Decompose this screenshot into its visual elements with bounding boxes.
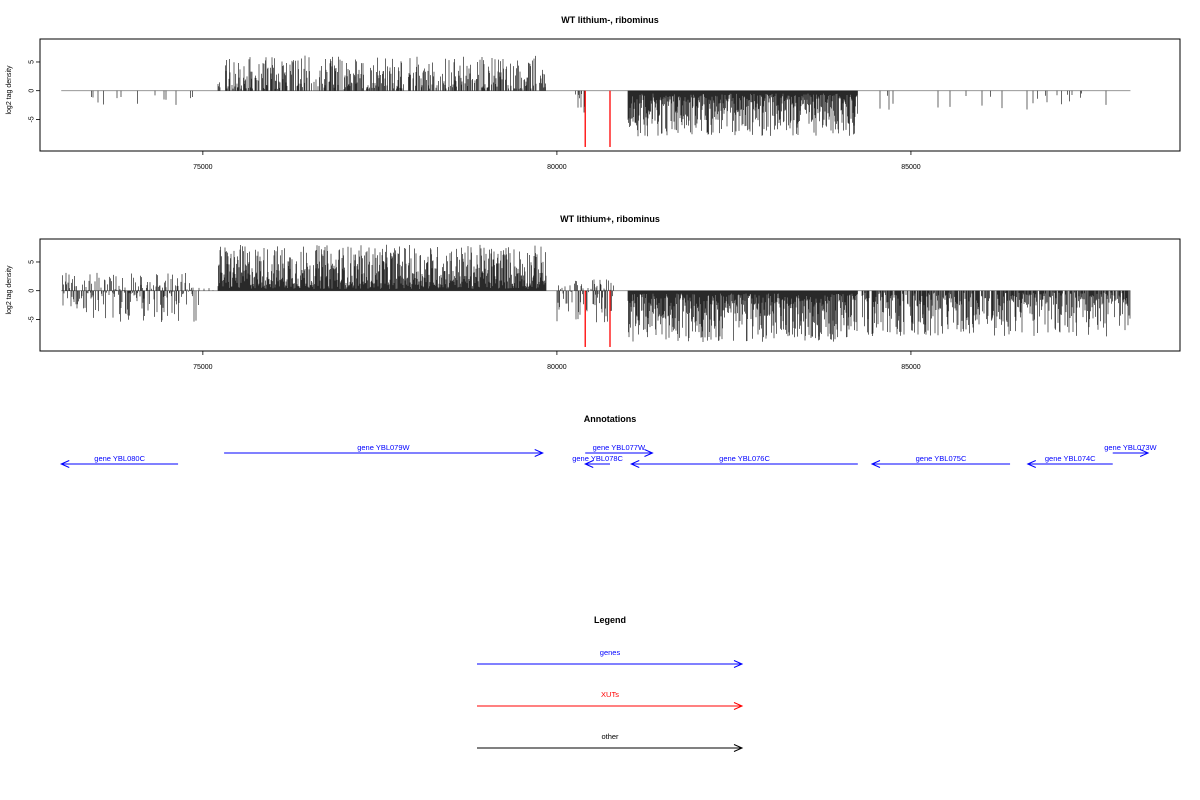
- xut-series: [584, 290, 611, 347]
- chart-title: WT lithium+, ribominus: [560, 214, 660, 224]
- xut-series: [584, 90, 611, 147]
- legend-title: Legend: [594, 615, 626, 625]
- gene-label: gene YBL080C: [94, 454, 145, 463]
- legend-item: XUTs: [477, 690, 744, 710]
- x-tick-label: 80000: [547, 164, 567, 171]
- gene-label: gene YBL078C: [572, 454, 623, 463]
- plot-frame: [39, 38, 1181, 152]
- y-axis-ticks: 5 0 -5: [29, 260, 40, 323]
- gene-annotation: gene YBL077W: [585, 443, 654, 457]
- arrow-head: [733, 744, 744, 752]
- y-tick-label: 0: [29, 289, 36, 293]
- gene-arrows: gene YBL080C gene YBL079W gene YBL077W gene…: [59, 443, 1158, 468]
- y-tick-label: 5: [29, 260, 36, 264]
- bar-series: [61, 55, 1131, 137]
- gene-annotation: gene YBL079W: [224, 443, 544, 457]
- x-axis-ticks: 75000 80000 85000: [193, 151, 921, 171]
- legend-label: genes: [600, 648, 621, 657]
- legend-items: genes XUTs other: [477, 648, 744, 752]
- gene-annotation: gene YBL075C: [870, 454, 1011, 468]
- chart-title: WT lithium-, ribominus: [561, 15, 659, 25]
- gene-annotation: gene YBL076C: [629, 454, 858, 468]
- arrow-head: [583, 460, 594, 468]
- arrow-head: [733, 702, 744, 710]
- arrow-head: [59, 460, 70, 468]
- gene-label: gene YBL077W: [593, 443, 646, 452]
- panel-lithium-minus: WT lithium-, ribominus log2 tag density …: [6, 15, 1181, 171]
- arrow-head: [629, 460, 640, 468]
- x-tick-label: 85000: [901, 164, 921, 171]
- x-tick-label: 85000: [901, 364, 921, 371]
- x-tick-label: 80000: [547, 364, 567, 371]
- y-axis-label: log2 tag density: [6, 65, 13, 115]
- annotations-title: Annotations: [584, 414, 637, 424]
- x-tick-label: 75000: [193, 164, 213, 171]
- y-tick-label: -5: [29, 116, 36, 122]
- y-tick-label: 5: [29, 60, 36, 64]
- gene-label: gene YBL075C: [916, 454, 967, 463]
- arrow-head: [1139, 449, 1150, 457]
- gene-label: gene YBL074C: [1045, 454, 1096, 463]
- gene-label: gene YBL076C: [719, 454, 770, 463]
- legend-item: other: [477, 732, 744, 752]
- x-tick-label: 75000: [193, 364, 213, 371]
- legend-item: genes: [477, 648, 744, 668]
- gene-annotation: gene YBL073W: [1104, 443, 1158, 457]
- plot-frame: [39, 238, 1181, 352]
- panel-lithium-plus: WT lithium+, ribominus log2 tag density …: [6, 214, 1181, 371]
- bar-series: [61, 244, 1131, 343]
- arrow-head: [534, 449, 544, 457]
- arrow-head: [733, 660, 744, 668]
- gene-annotation: gene YBL080C: [59, 454, 179, 468]
- arrow-head: [644, 449, 654, 457]
- y-tick-label: -5: [29, 316, 36, 322]
- x-axis-ticks: 75000 80000 85000: [193, 351, 921, 371]
- gene-annotation: gene YBL078C: [572, 454, 624, 468]
- y-axis-ticks: 5 0 -5: [29, 60, 40, 123]
- legend: Legend genes XUTs other: [477, 615, 744, 752]
- y-axis-label: log2 tag density: [6, 265, 13, 315]
- gene-label: gene YBL073W: [1104, 443, 1157, 452]
- arrow-head: [870, 460, 881, 468]
- legend-label: XUTs: [601, 690, 619, 699]
- gene-label: gene YBL079W: [357, 443, 410, 452]
- arrow-head: [1026, 460, 1036, 468]
- legend-label: other: [601, 732, 619, 741]
- y-tick-label: 0: [29, 89, 36, 93]
- gene-annotation: gene YBL074C: [1026, 454, 1113, 468]
